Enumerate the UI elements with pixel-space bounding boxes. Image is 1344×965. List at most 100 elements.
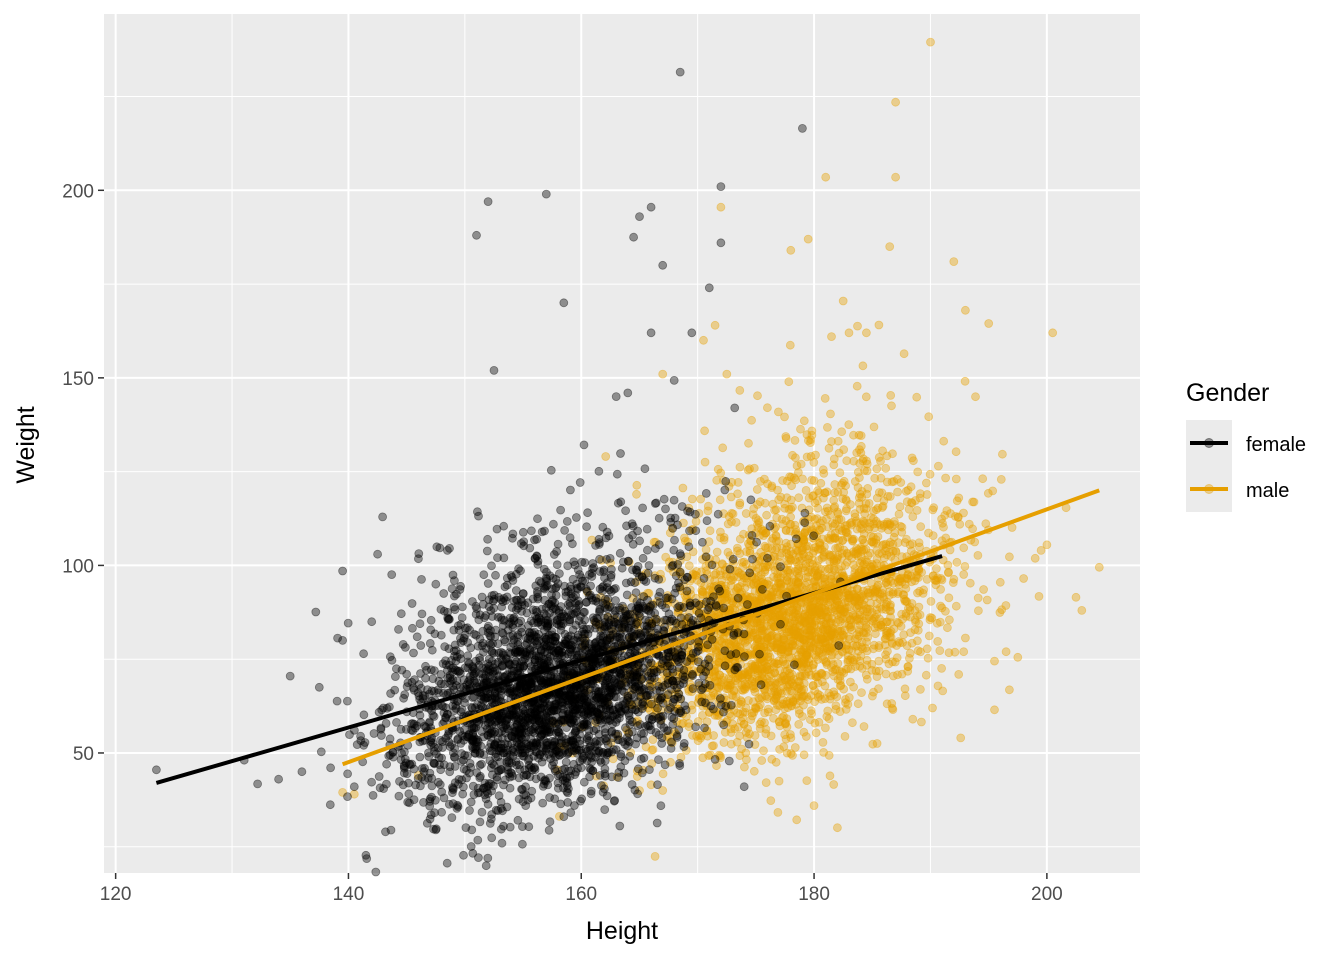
male-point (825, 444, 833, 452)
female-point (695, 609, 703, 617)
female-point (416, 753, 424, 761)
male-point (786, 731, 794, 739)
female-point (680, 743, 688, 751)
female-point (428, 646, 436, 654)
male-point (633, 481, 641, 489)
male-point (648, 746, 656, 754)
male-point (971, 538, 979, 546)
male-point (821, 724, 829, 732)
female-point (436, 544, 444, 552)
male-point (814, 628, 822, 636)
male-point (758, 757, 766, 765)
female-point (708, 561, 716, 569)
male-point (932, 581, 940, 589)
male-point (1049, 329, 1057, 337)
male-point (736, 386, 744, 394)
male-point (929, 704, 937, 712)
female-point (677, 695, 685, 703)
female-point (445, 615, 453, 623)
male-point (795, 562, 803, 570)
male-point (746, 547, 754, 555)
male-point (790, 576, 798, 584)
male-point (855, 628, 863, 636)
male-point (803, 626, 811, 634)
male-point (734, 478, 742, 486)
male-point (812, 729, 820, 737)
male-point (772, 680, 780, 688)
male-point (768, 636, 776, 644)
female-point (645, 766, 653, 774)
male-point (912, 497, 920, 505)
male-point (926, 470, 934, 478)
female-point (599, 523, 607, 531)
female-point (369, 791, 377, 799)
female-point (514, 816, 522, 824)
male-point (913, 393, 921, 401)
male-point (829, 519, 837, 527)
male-point (969, 498, 977, 506)
male-point (818, 669, 826, 677)
male-point (845, 421, 853, 429)
male-point (873, 465, 881, 473)
male-point (832, 702, 840, 710)
male-point (895, 581, 903, 589)
female-point (462, 824, 470, 832)
female-point (637, 755, 645, 763)
female-point (616, 822, 624, 830)
female-point (466, 807, 474, 815)
female-point (360, 650, 368, 658)
female-point (655, 575, 663, 583)
male-point (900, 350, 908, 358)
male-point (786, 341, 794, 349)
male-point (845, 635, 853, 643)
male-point (859, 587, 867, 595)
female-point (498, 839, 506, 847)
male-point (938, 664, 946, 672)
male-point (802, 654, 810, 662)
male-point (980, 586, 988, 594)
male-point (716, 567, 724, 575)
male-point (922, 479, 930, 487)
female-point (702, 553, 710, 561)
female-point (480, 571, 488, 579)
male-point (877, 457, 885, 465)
male-point (785, 506, 793, 514)
male-point (804, 437, 812, 445)
male-point (734, 679, 742, 687)
male-point (651, 852, 659, 860)
male-point (868, 692, 876, 700)
male-point (818, 546, 826, 554)
male-point (846, 624, 854, 632)
male-point (750, 767, 758, 775)
male-point (925, 632, 933, 640)
female-point (327, 764, 335, 772)
female-point (506, 784, 514, 792)
female-point (683, 587, 691, 595)
male-point (891, 658, 899, 666)
male-point (996, 609, 1004, 617)
female-point (596, 585, 604, 593)
male-point (840, 669, 848, 677)
male-point (778, 515, 786, 523)
male-point (822, 173, 830, 181)
male-point (882, 464, 890, 472)
male-point (710, 732, 718, 740)
male-point (940, 437, 948, 445)
male-point (859, 362, 867, 370)
male-point (800, 751, 808, 759)
female-point (629, 531, 637, 539)
male-point (733, 544, 741, 552)
male-point (823, 504, 831, 512)
female-point (312, 608, 320, 616)
male-point (708, 742, 716, 750)
male-point (727, 577, 735, 585)
male-point (736, 463, 744, 471)
female-point (685, 543, 693, 551)
female-point (721, 486, 729, 494)
female-point (580, 441, 588, 449)
male-point (746, 465, 754, 473)
male-point (1095, 563, 1103, 571)
male-point (896, 503, 904, 511)
female-point (326, 801, 334, 809)
female-point (596, 771, 604, 779)
